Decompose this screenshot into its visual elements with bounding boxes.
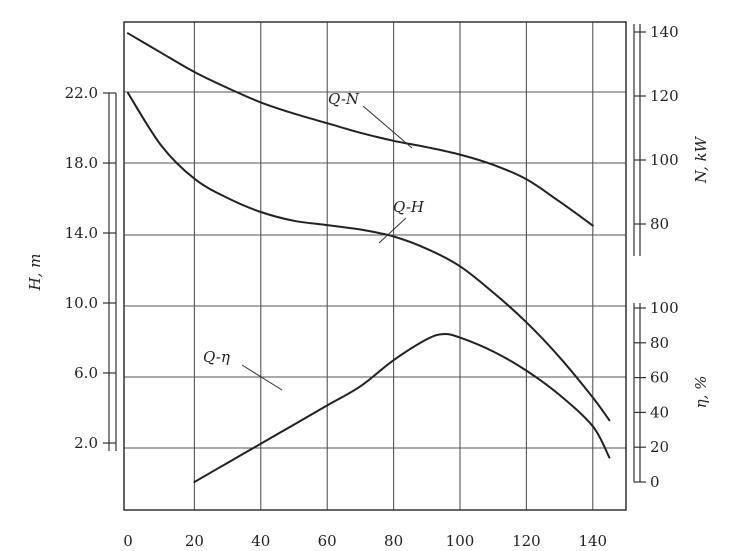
annotation-leader-qn [362,105,413,149]
eta-tick-label-3: 60 [650,369,669,387]
curves [127,32,611,483]
eta-axis: 0 20 40 60 80 100 η, % [633,299,710,491]
n-axis-title: N, kW [692,135,710,184]
n-axis: 80 100 120 140 N, kW [633,23,710,256]
annotation-label-qn: Q-N [328,90,360,108]
series-line-q-2 [193,333,611,483]
x-tick-label-140: 140 [578,532,607,550]
h-axis: 2.0 6.0 10.0 14.0 18.0 22.0 H, m [26,84,117,452]
eta-axis-ticks: 0 20 40 60 80 100 [634,299,679,491]
eta-axis-title: η, % [692,376,710,409]
h-tick-label-1: 6.0 [74,364,98,382]
eta-tick-label-4: 80 [650,334,669,352]
x-tick-label-60: 60 [318,532,337,550]
h-tick-label-0: 2.0 [74,434,98,452]
eta-tick-label-1: 20 [650,438,669,456]
h-tick-label-2: 10.0 [65,294,98,312]
h-axis-ticks: 2.0 6.0 10.0 14.0 18.0 22.0 [65,84,116,452]
grid-lines [124,22,626,510]
x-tick-label-40: 40 [251,532,270,550]
x-tick-label-120: 120 [512,532,541,550]
annotation-label-qh: Q-H [393,198,425,216]
n-tick-label-3: 140 [650,23,679,41]
n-tick-label-0: 80 [650,215,669,233]
x-axis-ticks: 0 20 40 60 80 100 120 140 [123,532,607,550]
annotation-leader-qh [378,217,407,244]
h-axis-title: H, m [26,254,44,292]
n-axis-ticks: 80 100 120 140 [634,23,679,233]
n-tick-label-1: 100 [650,151,679,169]
x-tick-label-80: 80 [384,532,403,550]
eta-tick-label-0: 0 [650,473,660,491]
annotation-leader-qeta [241,364,283,391]
x-tick-label-20: 20 [185,532,204,550]
curve-annotations: Q-N Q-H Q-η [203,90,425,391]
eta-tick-label-2: 40 [650,403,669,421]
n-tick-label-2: 120 [650,87,679,105]
series-line-qh-0 [127,92,611,422]
plot-frame [123,21,627,511]
h-tick-label-5: 22.0 [65,84,98,102]
annotation-label-qeta: Q-η [203,348,230,366]
h-tick-label-3: 14.0 [65,224,98,242]
x-tick-label-100: 100 [446,532,475,550]
eta-tick-label-5: 100 [650,299,679,317]
x-tick-label-0: 0 [123,532,133,550]
h-tick-label-4: 18.0 [65,154,98,172]
series-line-qn-1 [127,32,594,227]
